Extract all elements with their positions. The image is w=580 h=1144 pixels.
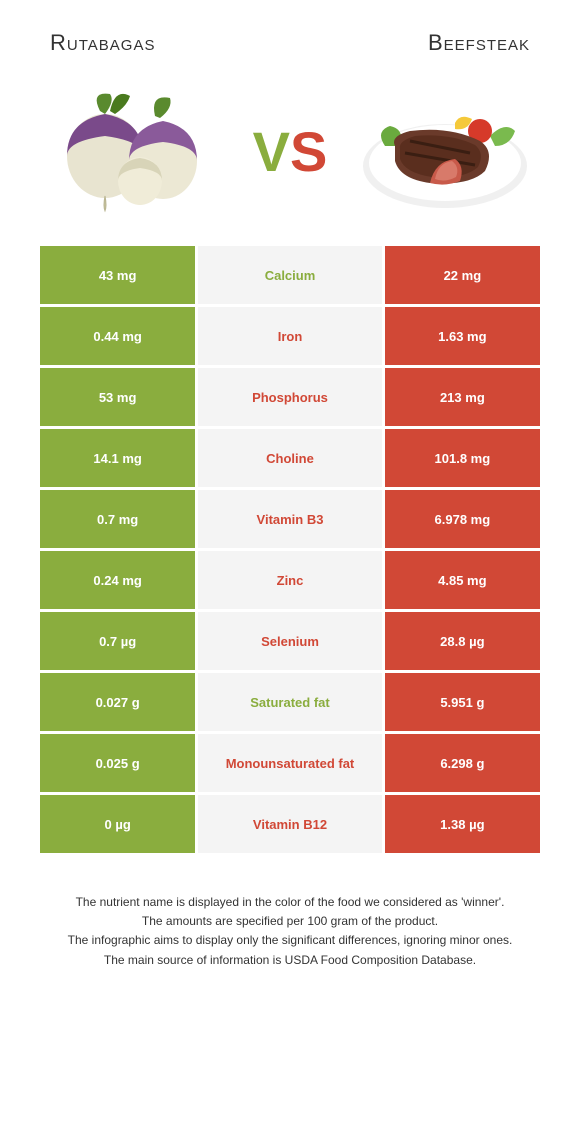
right-value: 101.8 mg — [385, 429, 540, 487]
left-value: 14.1 mg — [40, 429, 195, 487]
right-title: Beefsteak — [428, 30, 530, 56]
vs-label: VS — [253, 119, 328, 184]
right-value: 28.8 µg — [385, 612, 540, 670]
nutrient-label: Calcium — [198, 246, 381, 304]
nutrient-label: Selenium — [198, 612, 381, 670]
vs-s: S — [290, 119, 327, 184]
left-value: 43 mg — [40, 246, 195, 304]
right-value: 4.85 mg — [385, 551, 540, 609]
right-value: 22 mg — [385, 246, 540, 304]
footer-notes: The nutrient name is displayed in the co… — [20, 853, 560, 990]
nutrient-label: Saturated fat — [198, 673, 381, 731]
left-value: 53 mg — [40, 368, 195, 426]
table-row: 0 µgVitamin B121.38 µg — [40, 795, 540, 853]
left-title: Rutabagas — [50, 30, 155, 56]
right-value: 1.63 mg — [385, 307, 540, 365]
footer-line: The nutrient name is displayed in the co… — [50, 893, 530, 912]
right-value: 5.951 g — [385, 673, 540, 731]
left-value: 0.7 mg — [40, 490, 195, 548]
table-row: 14.1 mgCholine101.8 mg — [40, 429, 540, 487]
left-value: 0.7 µg — [40, 612, 195, 670]
left-value: 0.025 g — [40, 734, 195, 792]
left-value: 0.44 mg — [40, 307, 195, 365]
footer-line: The infographic aims to display only the… — [50, 931, 530, 950]
nutrient-label: Zinc — [198, 551, 381, 609]
nutrient-label: Iron — [198, 307, 381, 365]
left-value: 0 µg — [40, 795, 195, 853]
footer-line: The main source of information is USDA F… — [50, 951, 530, 970]
table-row: 0.44 mgIron1.63 mg — [40, 307, 540, 365]
rutabaga-image — [50, 86, 220, 216]
footer-line: The amounts are specified per 100 gram o… — [50, 912, 530, 931]
nutrient-label: Monounsaturated fat — [198, 734, 381, 792]
nutrient-label: Phosphorus — [198, 368, 381, 426]
left-value: 0.24 mg — [40, 551, 195, 609]
right-value: 6.298 g — [385, 734, 540, 792]
table-row: 0.24 mgZinc4.85 mg — [40, 551, 540, 609]
hero-row: VS — [20, 76, 560, 246]
right-value: 213 mg — [385, 368, 540, 426]
table-row: 53 mgPhosphorus213 mg — [40, 368, 540, 426]
nutrient-label: Vitamin B12 — [198, 795, 381, 853]
table-row: 0.7 µgSelenium28.8 µg — [40, 612, 540, 670]
nutrient-label: Choline — [198, 429, 381, 487]
nutrient-table: 43 mgCalcium22 mg0.44 mgIron1.63 mg53 mg… — [20, 246, 560, 853]
table-row: 0.025 gMonounsaturated fat6.298 g — [40, 734, 540, 792]
right-value: 6.978 mg — [385, 490, 540, 548]
left-value: 0.027 g — [40, 673, 195, 731]
steak-image — [360, 86, 530, 216]
table-row: 0.7 mgVitamin B36.978 mg — [40, 490, 540, 548]
table-row: 0.027 gSaturated fat5.951 g — [40, 673, 540, 731]
vs-v: V — [253, 119, 290, 184]
title-row: Rutabagas Beefsteak — [20, 20, 560, 76]
table-row: 43 mgCalcium22 mg — [40, 246, 540, 304]
nutrient-label: Vitamin B3 — [198, 490, 381, 548]
right-value: 1.38 µg — [385, 795, 540, 853]
